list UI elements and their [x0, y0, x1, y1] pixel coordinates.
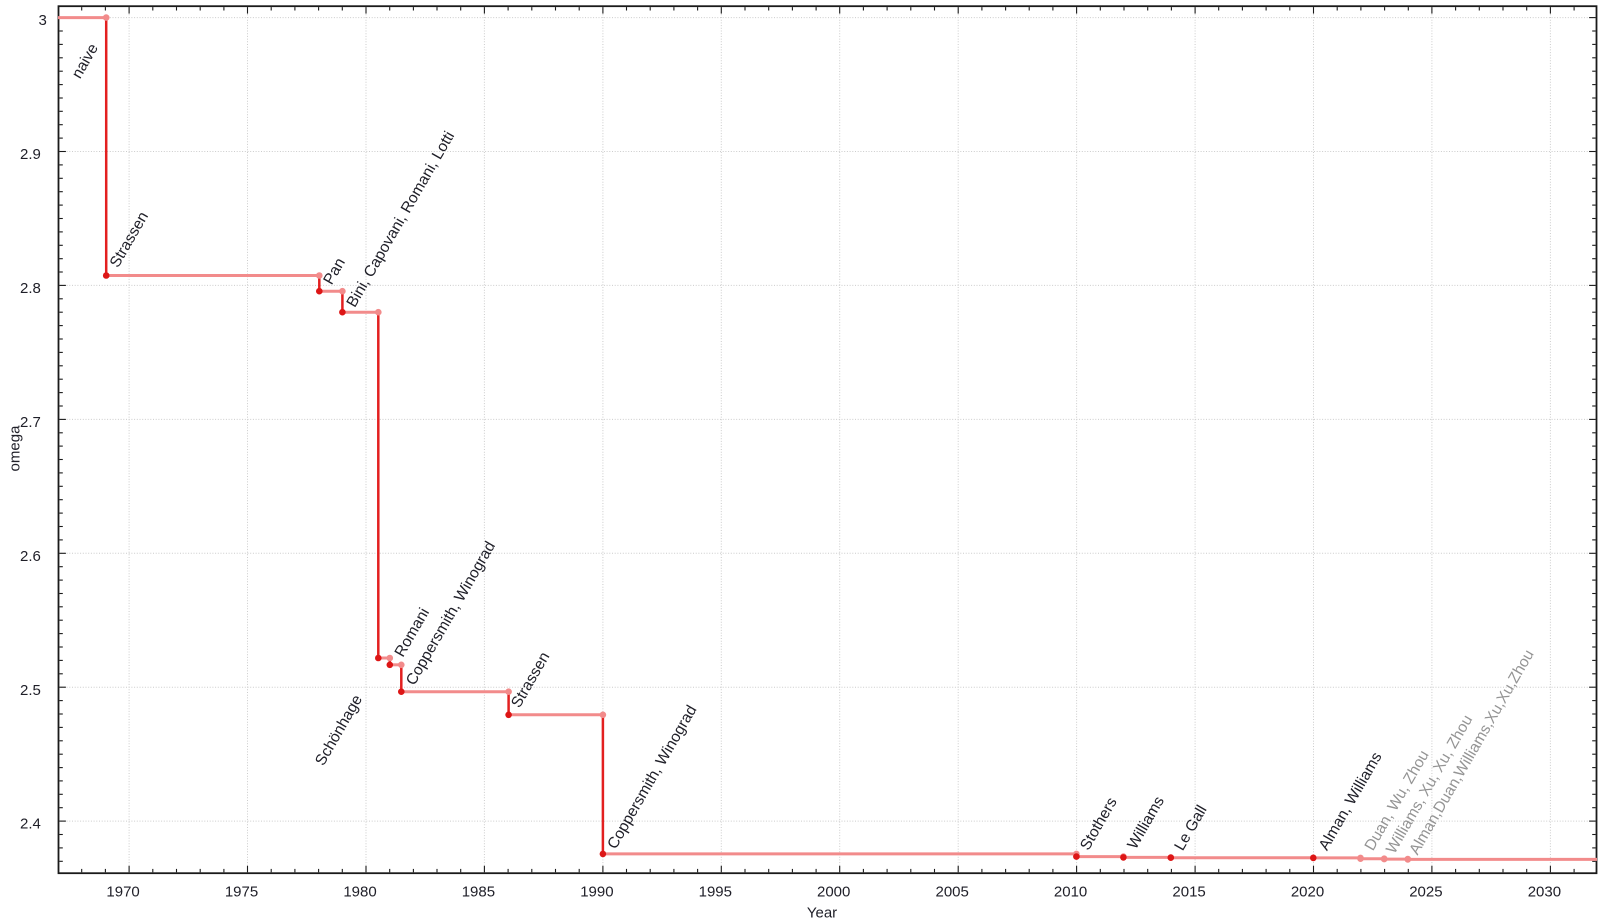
svg-text:2030: 2030	[1528, 884, 1561, 901]
svg-text:2.6: 2.6	[20, 548, 41, 565]
svg-text:omega: omega	[7, 425, 24, 472]
svg-text:2020: 2020	[1291, 884, 1324, 901]
svg-text:2.4: 2.4	[20, 816, 41, 833]
svg-text:1980: 1980	[343, 884, 376, 901]
svg-text:1995: 1995	[699, 884, 732, 901]
svg-text:2015: 2015	[1172, 884, 1205, 901]
svg-text:2.7: 2.7	[20, 414, 41, 431]
svg-text:2.5: 2.5	[20, 682, 41, 699]
svg-text:1975: 1975	[225, 884, 258, 901]
svg-text:3: 3	[38, 12, 46, 29]
svg-text:Year: Year	[807, 905, 837, 920]
svg-text:2.8: 2.8	[20, 280, 41, 297]
svg-text:2025: 2025	[1409, 884, 1442, 901]
svg-text:2.9: 2.9	[20, 146, 41, 163]
svg-text:1970: 1970	[106, 884, 139, 901]
svg-text:2005: 2005	[936, 884, 969, 901]
svg-text:1985: 1985	[462, 884, 495, 901]
svg-text:2010: 2010	[1054, 884, 1087, 901]
svg-text:1990: 1990	[580, 884, 613, 901]
svg-text:2000: 2000	[817, 884, 850, 901]
